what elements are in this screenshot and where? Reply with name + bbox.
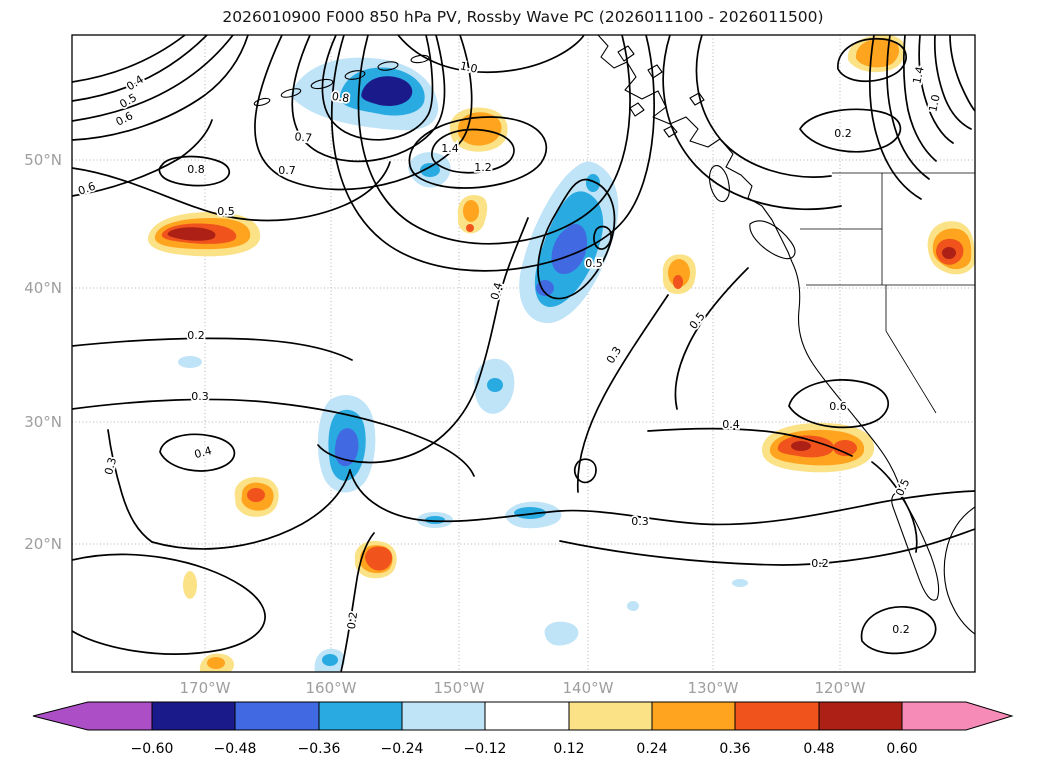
colorbar-right-arrow <box>901 701 1014 731</box>
colorbar-tick-label: −0.48 <box>214 741 257 757</box>
y-tick-label: 50°N <box>24 151 62 169</box>
contour-label: 0.6 <box>829 400 847 413</box>
state-border-lines <box>800 172 975 414</box>
contour-label: 0.2 <box>187 329 205 342</box>
contour-label: 1.4 <box>441 142 459 155</box>
colorbar-tick-label: −0.36 <box>298 741 341 757</box>
x-tick-label: 140°W <box>563 679 614 697</box>
contour-label: 0.2 <box>892 623 910 636</box>
contour-label: 0.4 <box>488 281 505 301</box>
x-tick-label: 120°W <box>815 679 866 697</box>
contour-label: 0.4 <box>193 444 213 461</box>
colorbar: −0.60 −0.48 −0.36 −0.24 −0.12 0.12 0.24 … <box>32 701 1014 757</box>
colorbar-segment <box>651 701 736 731</box>
y-axis-labels: 50°N 40°N 30°N 20°N <box>24 151 62 553</box>
contour-label: 0.8 <box>331 90 350 105</box>
contour-label: 0.5 <box>585 257 603 270</box>
y-tick-label: 20°N <box>24 535 62 553</box>
colorbar-tick-label: 0.24 <box>636 741 667 757</box>
x-tick-label: 160°W <box>306 679 357 697</box>
colorbar-segment <box>318 701 403 731</box>
colorbar-tick-label: −0.60 <box>131 741 174 757</box>
colorbar-segment <box>484 701 570 731</box>
contour-label: 1.0 <box>459 59 479 75</box>
contour-label: 0.3 <box>631 515 649 528</box>
contour-label: 0.7 <box>294 130 313 144</box>
contour-label: 0.4 <box>124 73 146 93</box>
colorbar-left-arrow <box>32 701 153 731</box>
contour-label: 1.4 <box>910 65 926 85</box>
contour-label: 0.5 <box>217 205 235 218</box>
colorbar-segment <box>818 701 903 731</box>
colorbar-segment <box>401 701 486 731</box>
x-tick-label: 170°W <box>180 679 231 697</box>
contour-label: 1.0 <box>926 93 942 113</box>
contour-label: 1.2 <box>474 161 492 174</box>
contour-label: 0.6 <box>76 180 97 198</box>
colorbar-tick-label: 0.48 <box>803 741 834 757</box>
contour-label: 0.8 <box>187 163 205 176</box>
contour-label: 0.5 <box>687 310 708 332</box>
colorbar-tick-label: 0.36 <box>719 741 750 757</box>
x-axis-labels: 170°W 160°W 150°W 140°W 130°W 120°W <box>180 679 866 697</box>
coastlines <box>253 35 975 635</box>
colorbar-tick-label: −0.12 <box>464 741 507 757</box>
graticule-grid-lines <box>72 35 975 672</box>
contour-label: 0.2 <box>834 127 852 140</box>
colorbar-tick-labels: −0.60 −0.48 −0.36 −0.24 −0.12 0.12 0.24 … <box>131 741 918 757</box>
x-tick-label: 150°W <box>434 679 485 697</box>
colorbar-tick-label: 0.60 <box>886 741 917 757</box>
colorbar-segment <box>568 701 653 731</box>
contour-label: 0.4 <box>722 418 740 431</box>
y-tick-label: 30°N <box>24 413 62 431</box>
pv-contour-lines <box>72 35 975 672</box>
contour-label: 0.3 <box>191 390 209 403</box>
contour-label: 0.3 <box>604 344 624 366</box>
colorbar-tick-label: 0.12 <box>553 741 584 757</box>
colorbar-tick-label: −0.24 <box>381 741 424 757</box>
colorbar-segment <box>734 701 820 731</box>
y-tick-label: 40°N <box>24 279 62 297</box>
colorbar-segment <box>234 701 320 731</box>
plot-frame <box>71 34 976 673</box>
colorbar-segment <box>151 701 236 731</box>
contour-label: 0.7 <box>278 164 296 177</box>
contour-label: 0.2 <box>345 611 360 630</box>
contour-label: 0.5 <box>117 91 139 111</box>
x-tick-label: 130°W <box>688 679 739 697</box>
contour-label: 0.2 <box>811 557 829 570</box>
chart-title: 2026010900 F000 850 hPa PV, Rossby Wave … <box>222 8 823 26</box>
contour-label: 0.5 <box>893 477 912 498</box>
anomaly-shading <box>147 35 975 672</box>
